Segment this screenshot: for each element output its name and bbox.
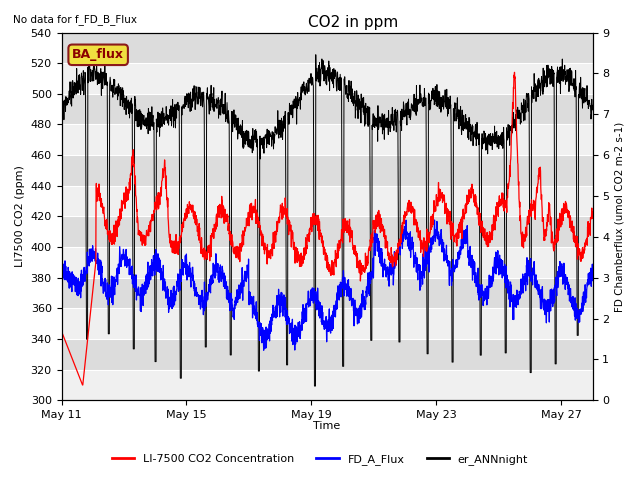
Bar bbox=[61, 339, 593, 370]
Y-axis label: LI7500 CO2 (ppm): LI7500 CO2 (ppm) bbox=[15, 166, 25, 267]
Bar bbox=[61, 33, 593, 63]
Bar bbox=[61, 155, 593, 186]
Title: CO2 in ppm: CO2 in ppm bbox=[308, 15, 399, 30]
Bar bbox=[61, 278, 593, 308]
Text: No data for f_FD_B_Flux: No data for f_FD_B_Flux bbox=[13, 14, 137, 25]
Legend: LI-7500 CO2 Concentration, FD_A_Flux, er_ANNnight: LI-7500 CO2 Concentration, FD_A_Flux, er… bbox=[108, 450, 532, 469]
Y-axis label: FD Chamberflux (umol CO2 m-2 s-1): FD Chamberflux (umol CO2 m-2 s-1) bbox=[615, 121, 625, 312]
Bar bbox=[61, 216, 593, 247]
Text: BA_flux: BA_flux bbox=[72, 48, 124, 61]
Bar bbox=[61, 94, 593, 124]
X-axis label: Time: Time bbox=[314, 421, 340, 432]
